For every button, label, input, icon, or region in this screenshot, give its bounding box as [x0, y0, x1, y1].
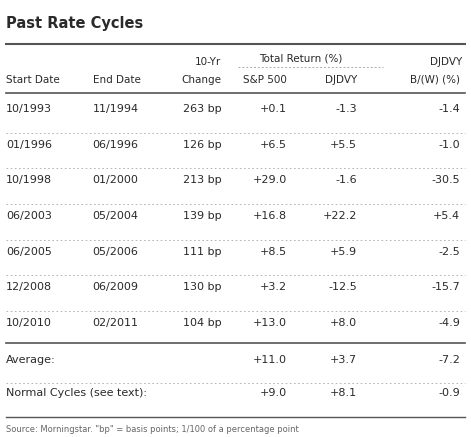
Text: 01/1996: 01/1996 [6, 139, 52, 149]
Text: -1.0: -1.0 [439, 139, 460, 149]
Text: +5.9: +5.9 [330, 246, 357, 257]
Text: +9.0: +9.0 [260, 388, 287, 398]
Text: 02/2011: 02/2011 [93, 318, 138, 328]
Text: Source: Morningstar. "bp" = basis points; 1/100 of a percentage point: Source: Morningstar. "bp" = basis points… [6, 425, 299, 434]
Text: -1.6: -1.6 [336, 175, 357, 185]
Text: 263 bp: 263 bp [183, 104, 221, 114]
Text: B/(W) (%): B/(W) (%) [410, 75, 460, 84]
Text: 10/1993: 10/1993 [6, 104, 52, 114]
Text: 05/2006: 05/2006 [93, 246, 138, 257]
Text: -30.5: -30.5 [431, 175, 460, 185]
Text: -4.9: -4.9 [439, 318, 460, 328]
Text: 05/2004: 05/2004 [93, 211, 138, 221]
Text: +6.5: +6.5 [260, 139, 287, 149]
Text: -0.9: -0.9 [439, 388, 460, 398]
Text: 10/1998: 10/1998 [6, 175, 52, 185]
Text: +5.5: +5.5 [330, 139, 357, 149]
Text: -1.3: -1.3 [336, 104, 357, 114]
Text: -7.2: -7.2 [439, 355, 460, 365]
Text: +16.8: +16.8 [253, 211, 287, 221]
Text: S&P 500: S&P 500 [243, 75, 287, 84]
Text: 10-Yr: 10-Yr [195, 57, 221, 67]
Text: 12/2008: 12/2008 [6, 282, 52, 292]
Text: +29.0: +29.0 [253, 175, 287, 185]
Text: End Date: End Date [93, 75, 140, 84]
Text: -1.4: -1.4 [439, 104, 460, 114]
Text: +8.5: +8.5 [260, 246, 287, 257]
Text: Past Rate Cycles: Past Rate Cycles [6, 17, 143, 31]
Text: -12.5: -12.5 [328, 282, 357, 292]
Text: 11/1994: 11/1994 [93, 104, 139, 114]
Text: +22.2: +22.2 [323, 211, 357, 221]
Text: 01/2000: 01/2000 [93, 175, 138, 185]
Text: 104 bp: 104 bp [183, 318, 221, 328]
Text: Start Date: Start Date [6, 75, 60, 84]
Text: -15.7: -15.7 [431, 282, 460, 292]
Text: +8.1: +8.1 [330, 388, 357, 398]
Text: DJDVY: DJDVY [325, 75, 357, 84]
Text: 06/2005: 06/2005 [6, 246, 52, 257]
Text: +8.0: +8.0 [330, 318, 357, 328]
Text: Change: Change [181, 75, 221, 84]
Text: +13.0: +13.0 [253, 318, 287, 328]
Text: -2.5: -2.5 [439, 246, 460, 257]
Text: Average:: Average: [6, 355, 56, 365]
Text: +0.1: +0.1 [260, 104, 287, 114]
Text: 111 bp: 111 bp [183, 246, 221, 257]
Text: Normal Cycles (see text):: Normal Cycles (see text): [6, 388, 147, 398]
Text: +5.4: +5.4 [433, 211, 460, 221]
Text: 06/2009: 06/2009 [93, 282, 138, 292]
Text: 06/1996: 06/1996 [93, 139, 138, 149]
Text: +3.2: +3.2 [260, 282, 287, 292]
Text: DJDVY: DJDVY [430, 57, 463, 67]
Text: 126 bp: 126 bp [183, 139, 221, 149]
Text: +11.0: +11.0 [253, 355, 287, 365]
Text: 10/2010: 10/2010 [6, 318, 52, 328]
Text: +3.7: +3.7 [330, 355, 357, 365]
Text: 139 bp: 139 bp [183, 211, 221, 221]
Text: 06/2003: 06/2003 [6, 211, 52, 221]
Text: Total Return (%): Total Return (%) [260, 53, 343, 63]
Text: 213 bp: 213 bp [183, 175, 221, 185]
Text: 130 bp: 130 bp [183, 282, 221, 292]
